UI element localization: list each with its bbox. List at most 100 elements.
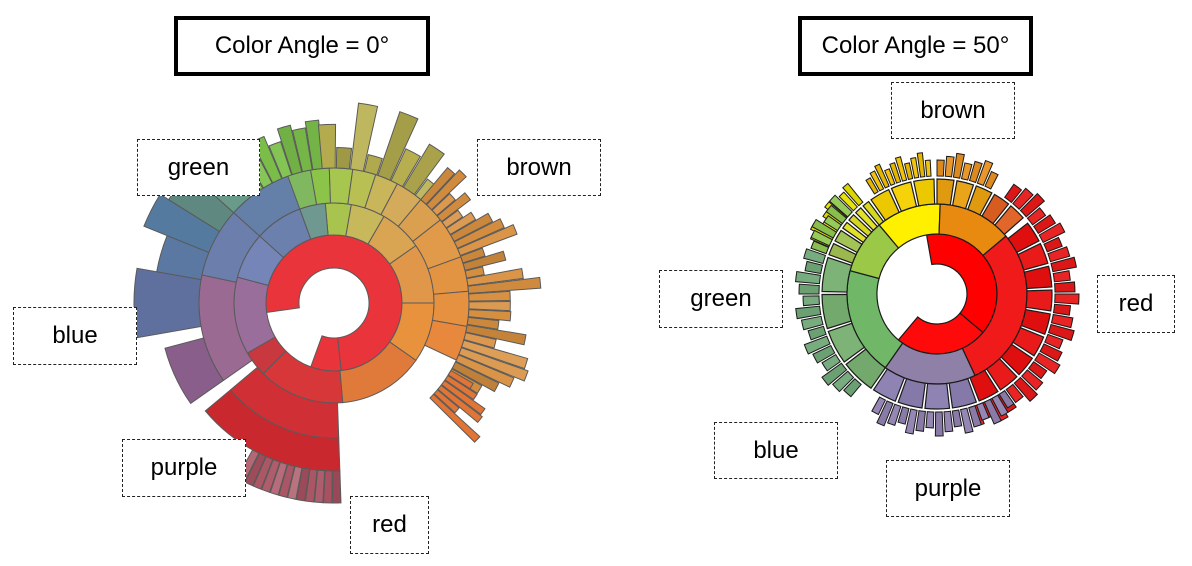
right-ring4-seg	[800, 315, 824, 331]
right-ring3-seg	[872, 368, 906, 402]
right-title: Color Angle = 50°	[821, 32, 1010, 59]
right-ring4-seg	[798, 283, 820, 295]
right-ring3-seg	[848, 213, 873, 237]
right-ring3-seg	[897, 377, 926, 409]
right-ring4-seg	[821, 362, 848, 386]
right-ring4-seg	[1026, 207, 1047, 226]
right-ring4-seg	[952, 152, 965, 179]
left-ring4-olive	[377, 111, 419, 181]
right-ring4-seg	[910, 157, 920, 179]
right-ring4-seg	[976, 159, 994, 187]
right-ring4-seg	[802, 295, 820, 307]
right-label-brown-text: brown	[920, 96, 986, 124]
left-ring4-brown	[455, 354, 515, 388]
right-ring3-seg	[1012, 326, 1045, 357]
right-ring4-seg	[1052, 303, 1072, 316]
right-ring4-seg	[821, 353, 842, 372]
right-ring4-seg	[1054, 281, 1076, 293]
left-ring5-red	[295, 467, 311, 502]
left-ring4-green	[276, 124, 303, 176]
right-ring4-seg	[915, 410, 926, 432]
right-ring3-seg	[1000, 343, 1034, 376]
left-title: Color Angle = 0°	[214, 32, 390, 59]
right-ring4-seg	[924, 159, 932, 177]
left-label-brown: brown	[477, 139, 601, 196]
left-ring4-brown	[467, 276, 542, 294]
right-ring4-seg	[1039, 343, 1063, 362]
left-ring4-olive	[402, 143, 445, 196]
right-ring3-seg	[834, 229, 863, 254]
right-ring4-seg	[865, 177, 879, 195]
right-ring4-seg	[1012, 187, 1034, 210]
right-ring3-seg	[890, 181, 918, 213]
right-ring3-seg	[967, 185, 993, 216]
left-ring4-orange	[433, 389, 460, 414]
left-ring4-brown	[451, 361, 500, 393]
left-ring4-brown	[453, 218, 505, 249]
right-ring4-seg	[1052, 270, 1071, 283]
left-ring5-red	[313, 469, 326, 504]
right-ring4-seg	[807, 325, 827, 341]
left-ring5-red	[304, 468, 318, 503]
right-ring3-seg	[821, 293, 852, 330]
right-ring4-seg	[1047, 246, 1071, 263]
left-ring5-red	[261, 458, 281, 493]
left-ring4-brown	[445, 211, 477, 236]
right-label-brown: brown	[891, 82, 1015, 139]
right-ring4-seg	[1003, 183, 1023, 204]
right-ring3-seg	[1017, 242, 1049, 271]
left-label-green: green	[137, 139, 260, 196]
right-ring4-seg	[1044, 333, 1064, 350]
left-ring5-red	[323, 470, 333, 504]
right-label-red-text: red	[1118, 290, 1154, 317]
left-label-purple: purple	[122, 439, 246, 497]
right-ring4-seg	[889, 162, 902, 184]
left-ring4-brown	[457, 224, 518, 257]
left-ring4-orange	[437, 384, 483, 424]
right-ring3-seg	[985, 357, 1018, 391]
left-ring4-green	[291, 127, 313, 173]
left-label-red-text: red	[372, 511, 407, 538]
left-ring4-green	[268, 141, 293, 179]
right-ring4-seg	[876, 400, 894, 427]
left-label-blue: blue	[13, 307, 137, 365]
right-title-box: Color Angle = 50°	[798, 16, 1033, 76]
right-ring4-seg	[1032, 214, 1057, 235]
right-ring4-seg	[991, 394, 1009, 417]
right-ring4-seg	[897, 406, 910, 425]
left-ring4-olive	[335, 146, 353, 170]
left-title-box: Color Angle = 0°	[174, 16, 430, 76]
right-ring4-seg	[1034, 352, 1061, 375]
right-ring4-seg	[1047, 323, 1075, 342]
left-ring4-brown	[466, 316, 500, 330]
right-ring3-seg	[913, 178, 936, 207]
right-ring4-seg	[803, 335, 831, 355]
right-ring4-seg	[804, 260, 824, 275]
right-ring4-seg	[828, 194, 853, 218]
right-ring3-seg	[994, 205, 1024, 236]
right-ring4-seg	[904, 408, 918, 435]
left-ring4-orange	[444, 374, 478, 401]
left-ring4-brown	[462, 250, 507, 271]
right-ring4-seg	[1021, 369, 1044, 391]
right-ring4-seg	[976, 402, 990, 421]
left-ring4-brown	[464, 266, 485, 279]
right-ring4-seg	[903, 162, 914, 181]
left-ring4-brown	[449, 212, 494, 242]
right-ring4-seg	[959, 407, 974, 434]
right-ring4-seg	[811, 218, 838, 239]
right-label-purple: purple	[886, 460, 1010, 517]
right-ring3-seg	[1020, 308, 1051, 336]
right-ring4-seg	[916, 152, 926, 178]
right-ring3-seg	[924, 382, 951, 410]
right-ring4-seg	[843, 378, 862, 398]
right-ring4-seg	[886, 403, 902, 427]
left-ring4-blue	[133, 267, 202, 339]
right-ring4-seg	[894, 156, 908, 182]
left-ring4-brown	[466, 267, 524, 287]
left-label-blue-text: blue	[52, 322, 98, 349]
right-label-green-text: green	[690, 285, 752, 312]
left-ring4-olive	[390, 148, 422, 188]
right-ring4-seg	[810, 240, 830, 255]
